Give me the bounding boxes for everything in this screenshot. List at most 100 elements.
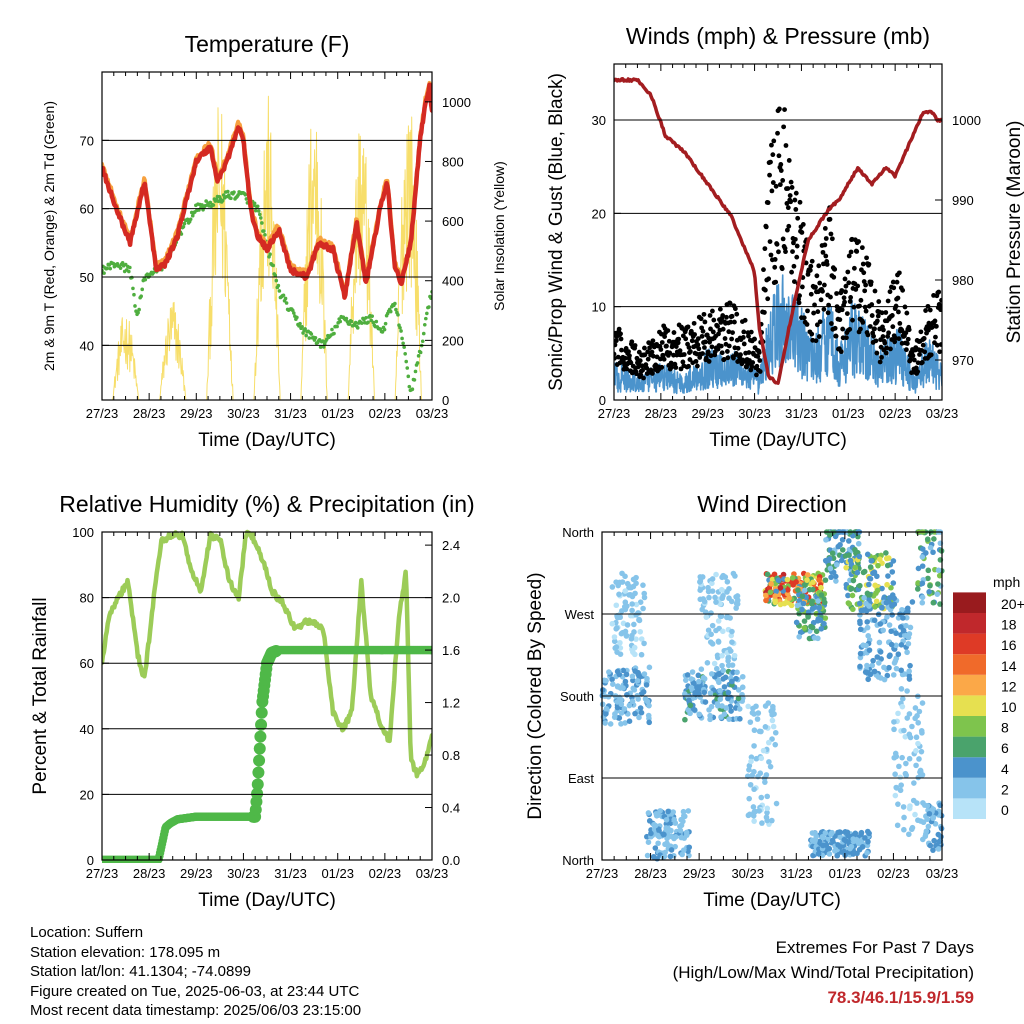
- direction-point: [705, 627, 712, 634]
- dewpoint-point: [360, 321, 364, 325]
- dewpoint-point: [292, 311, 296, 315]
- direction-point: [892, 792, 899, 799]
- gust-point: [761, 267, 766, 273]
- direction-point: [784, 576, 791, 583]
- direction-point: [785, 587, 791, 593]
- direction-point: [715, 618, 722, 624]
- direction-point: [664, 840, 670, 846]
- precip-point: [251, 787, 264, 800]
- gust-point: [834, 291, 839, 296]
- dewpoint-point: [271, 263, 275, 268]
- direction-point: [789, 575, 796, 581]
- dewpoint-point: [221, 193, 226, 197]
- gust-point: [765, 200, 771, 206]
- gust-point: [686, 363, 691, 369]
- direction-point: [739, 673, 746, 680]
- gust-point: [921, 336, 927, 341]
- gust-point: [813, 338, 819, 344]
- direction-point: [863, 600, 869, 607]
- direction-point: [772, 599, 779, 606]
- direction-point: [864, 551, 871, 558]
- gust-point: [702, 319, 708, 325]
- direction-point: [760, 747, 767, 754]
- direction-point: [772, 741, 779, 748]
- direction-point: [664, 835, 670, 842]
- direction-point: [717, 687, 723, 694]
- direction-point: [879, 585, 885, 592]
- gust-point: [789, 185, 795, 190]
- gust-point: [645, 356, 651, 362]
- gust-point: [821, 306, 827, 312]
- gust-point: [885, 298, 891, 304]
- direction-point: [646, 664, 653, 671]
- gust-point: [904, 341, 910, 346]
- direction-point: [602, 720, 608, 726]
- precip-point: [255, 718, 268, 731]
- direction-point: [817, 617, 824, 623]
- direction-point: [610, 681, 616, 687]
- direction-point: [763, 772, 770, 778]
- gust-point: [850, 317, 855, 323]
- gust-point: [842, 299, 847, 305]
- gust-point: [733, 351, 739, 356]
- gust-point: [757, 369, 763, 374]
- direction-point: [865, 838, 871, 845]
- direction-point: [925, 567, 932, 574]
- dewpoint-point: [301, 331, 305, 335]
- direction-point: [631, 621, 637, 628]
- direction-point: [860, 607, 867, 614]
- direction-point: [828, 831, 834, 838]
- created-text: Figure created on Tue, 2025-06-03, at 23…: [30, 982, 360, 1000]
- direction-point: [726, 716, 732, 722]
- direction-point: [891, 719, 897, 725]
- direction-point: [919, 546, 926, 552]
- direction-point: [899, 703, 906, 710]
- gust-point: [746, 333, 751, 339]
- direction-point: [822, 830, 829, 836]
- direction-point: [857, 612, 863, 618]
- direction-point: [884, 672, 891, 679]
- colorbar-label: 14: [1001, 658, 1017, 674]
- gust-point: [920, 342, 926, 348]
- direction-point: [753, 703, 759, 710]
- gust-point: [828, 294, 833, 300]
- gust-point: [780, 236, 786, 242]
- direction-point: [801, 587, 808, 594]
- direction-point: [750, 804, 757, 810]
- direction-point: [696, 711, 703, 718]
- gust-point: [781, 124, 787, 130]
- gust-point: [658, 331, 664, 337]
- y-tick-label: 0: [87, 853, 94, 868]
- direction-point: [746, 762, 753, 769]
- x-tick-label: 28/23: [133, 866, 166, 881]
- dewpoint-point: [229, 196, 233, 201]
- direction-point: [919, 580, 926, 587]
- direction-point: [935, 581, 941, 587]
- gust-point: [792, 279, 797, 285]
- gust-point: [680, 359, 686, 365]
- y-tick-label: 10: [592, 300, 606, 315]
- direction-point: [896, 763, 902, 770]
- winds-panel: 27/23 28/23 29/23 30/23 31/23 01/23 02/23 03/23…: [546, 23, 1024, 451]
- direction-point: [852, 564, 859, 571]
- direction-point: [835, 543, 842, 550]
- gust-point: [775, 130, 780, 136]
- direction-point: [644, 833, 650, 840]
- direction-point: [758, 755, 765, 762]
- gust-point: [844, 311, 850, 317]
- y-axis-label: Direction (Colored By Speed): [525, 572, 546, 819]
- gust-point: [815, 309, 821, 315]
- gust-point: [846, 280, 852, 286]
- direction-point: [729, 678, 735, 685]
- direction-point: [925, 575, 931, 582]
- direction-point: [832, 573, 839, 580]
- gust-point: [778, 162, 784, 167]
- direction-point: [641, 640, 647, 647]
- direction-point: [856, 846, 863, 853]
- direction-point: [936, 572, 943, 579]
- gust-point: [689, 338, 695, 344]
- gust-point: [863, 282, 869, 288]
- x-tick-label: 28/23: [133, 406, 166, 421]
- direction-point: [872, 582, 878, 589]
